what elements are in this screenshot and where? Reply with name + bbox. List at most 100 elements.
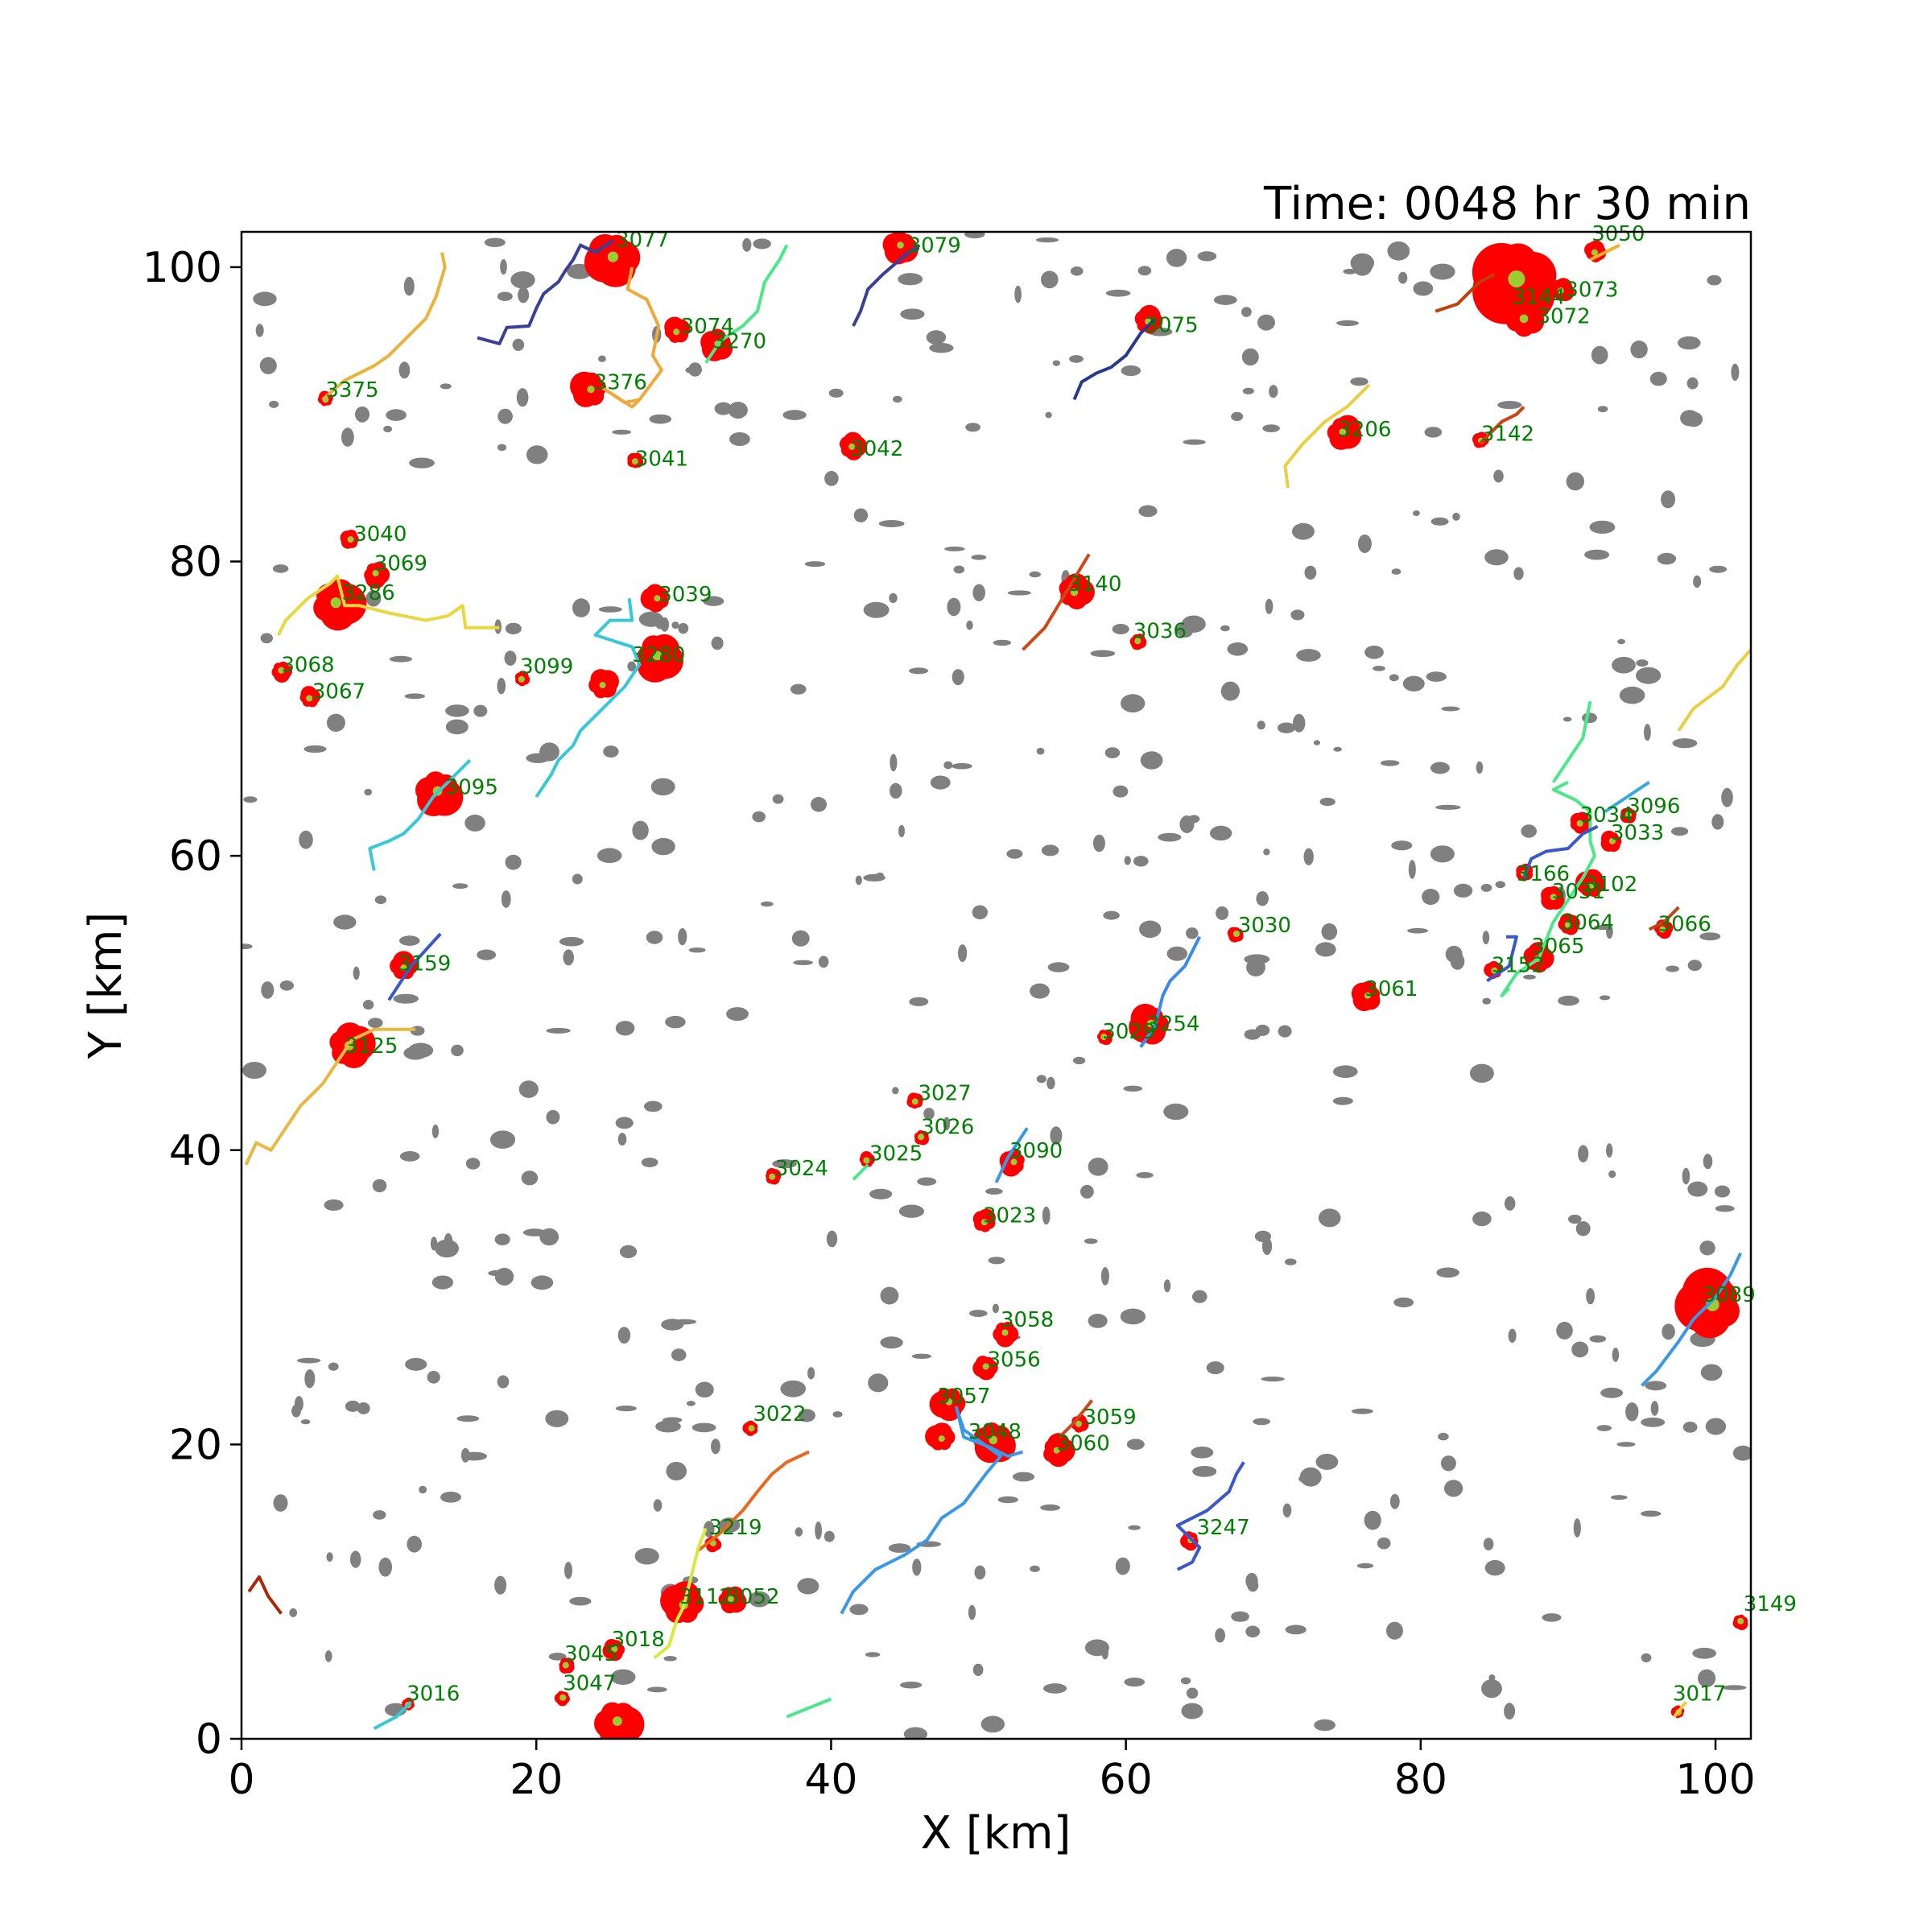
background-cell [1332,1096,1353,1105]
background-cell [898,1204,924,1218]
background-cell [1438,1432,1449,1441]
background-cell [261,981,275,999]
background-cell [1422,889,1440,905]
storm-cell [1550,278,1575,302]
background-cell [1661,490,1676,509]
background-cell [661,1319,684,1331]
background-cell [612,429,632,435]
background-cell [997,1496,1019,1504]
background-cell [1566,472,1585,491]
cell-id-label: 3033 [1611,821,1664,845]
background-cell [510,271,535,289]
background-cell [1542,1613,1562,1622]
background-cell [826,1230,838,1248]
cell-center-marker [347,536,354,543]
background-cell [1254,1230,1271,1242]
cell-id-label: 3065 [1531,935,1584,959]
storm-cell [1541,886,1565,910]
background-cell [1090,650,1116,658]
background-cell [780,1380,806,1397]
background-cell [1523,974,1536,980]
background-cell [880,1286,899,1305]
background-cell [1231,411,1244,421]
background-cell [1680,410,1699,427]
background-cell [440,1492,461,1503]
background-cell [1650,1401,1659,1416]
background-cells-layer [242,232,1751,1739]
cell-id-label: 3142 [1481,423,1534,447]
storm-cell [1732,1614,1748,1631]
background-cell [353,966,360,980]
cell-center-marker [1100,1034,1108,1040]
x-tick-label: 80 [1394,1756,1447,1804]
background-cell [1261,1377,1285,1382]
cell-id-label: 3072 [1538,304,1591,328]
background-cell [1480,883,1492,892]
background-cell [539,1228,559,1246]
background-cell [393,993,419,1004]
background-cell [494,1233,510,1245]
background-cell [1731,363,1740,382]
background-cell [1041,844,1059,857]
background-cell [892,1087,899,1095]
cell-id-label: 3074 [681,315,734,339]
background-cell [1220,625,1230,632]
cell-center-marker [863,1157,870,1164]
background-cell [703,596,724,606]
background-cell [646,1686,667,1693]
background-cell [1318,1208,1341,1228]
cell-id-label: 3089 [1703,1283,1756,1307]
background-cell [824,471,839,486]
background-cell [869,1188,893,1199]
background-cell [1128,1525,1141,1530]
background-cell [598,606,622,613]
background-cell [1568,1214,1582,1224]
background-cell [512,338,525,351]
background-cell [1299,1467,1322,1487]
background-cell [1508,1328,1517,1344]
background-cell [1103,910,1120,920]
background-cell [328,1362,339,1371]
background-cell [431,1275,454,1290]
background-cell [272,564,289,573]
background-cell [1206,1361,1224,1375]
cell-center-marker [1491,967,1498,974]
storm-track [1673,1701,1687,1718]
background-cell [1373,666,1385,671]
background-cell [729,432,750,446]
storm-track [1500,780,1596,997]
storm-track [1486,935,1518,983]
background-cell [1069,355,1084,363]
background-cell [273,1494,288,1512]
background-cell [782,410,807,420]
background-cell [1393,1297,1414,1308]
background-cell [1641,1510,1662,1517]
background-cell [1662,1323,1675,1340]
background-cell [497,678,506,695]
background-cell [1705,1418,1727,1435]
background-cell [1070,266,1084,276]
background-cell [1596,1425,1612,1431]
storm-cell [704,1536,722,1553]
background-cell [772,794,784,804]
background-cell [1430,845,1455,863]
background-cell [1682,1167,1690,1185]
background-cell [1687,960,1702,972]
x-tick-label: 0 [228,1756,254,1804]
background-cell [892,395,902,403]
background-cell [1112,624,1129,634]
cell-id-label: 3270 [713,329,766,353]
x-axis-label: X [km] [921,1807,1071,1860]
background-cell [326,713,345,732]
background-cell [1241,348,1259,366]
storm-cell-blob [341,1026,376,1061]
background-cell [1030,1565,1040,1572]
background-cell [1412,510,1420,516]
background-cell [1610,1495,1628,1501]
cell-id-label: 3075 [1145,313,1198,337]
cell-center-marker [1588,881,1596,889]
background-cell [473,704,488,717]
storm-cell [1096,1030,1113,1046]
background-cell [1682,1422,1698,1433]
background-cell [1088,1158,1108,1176]
